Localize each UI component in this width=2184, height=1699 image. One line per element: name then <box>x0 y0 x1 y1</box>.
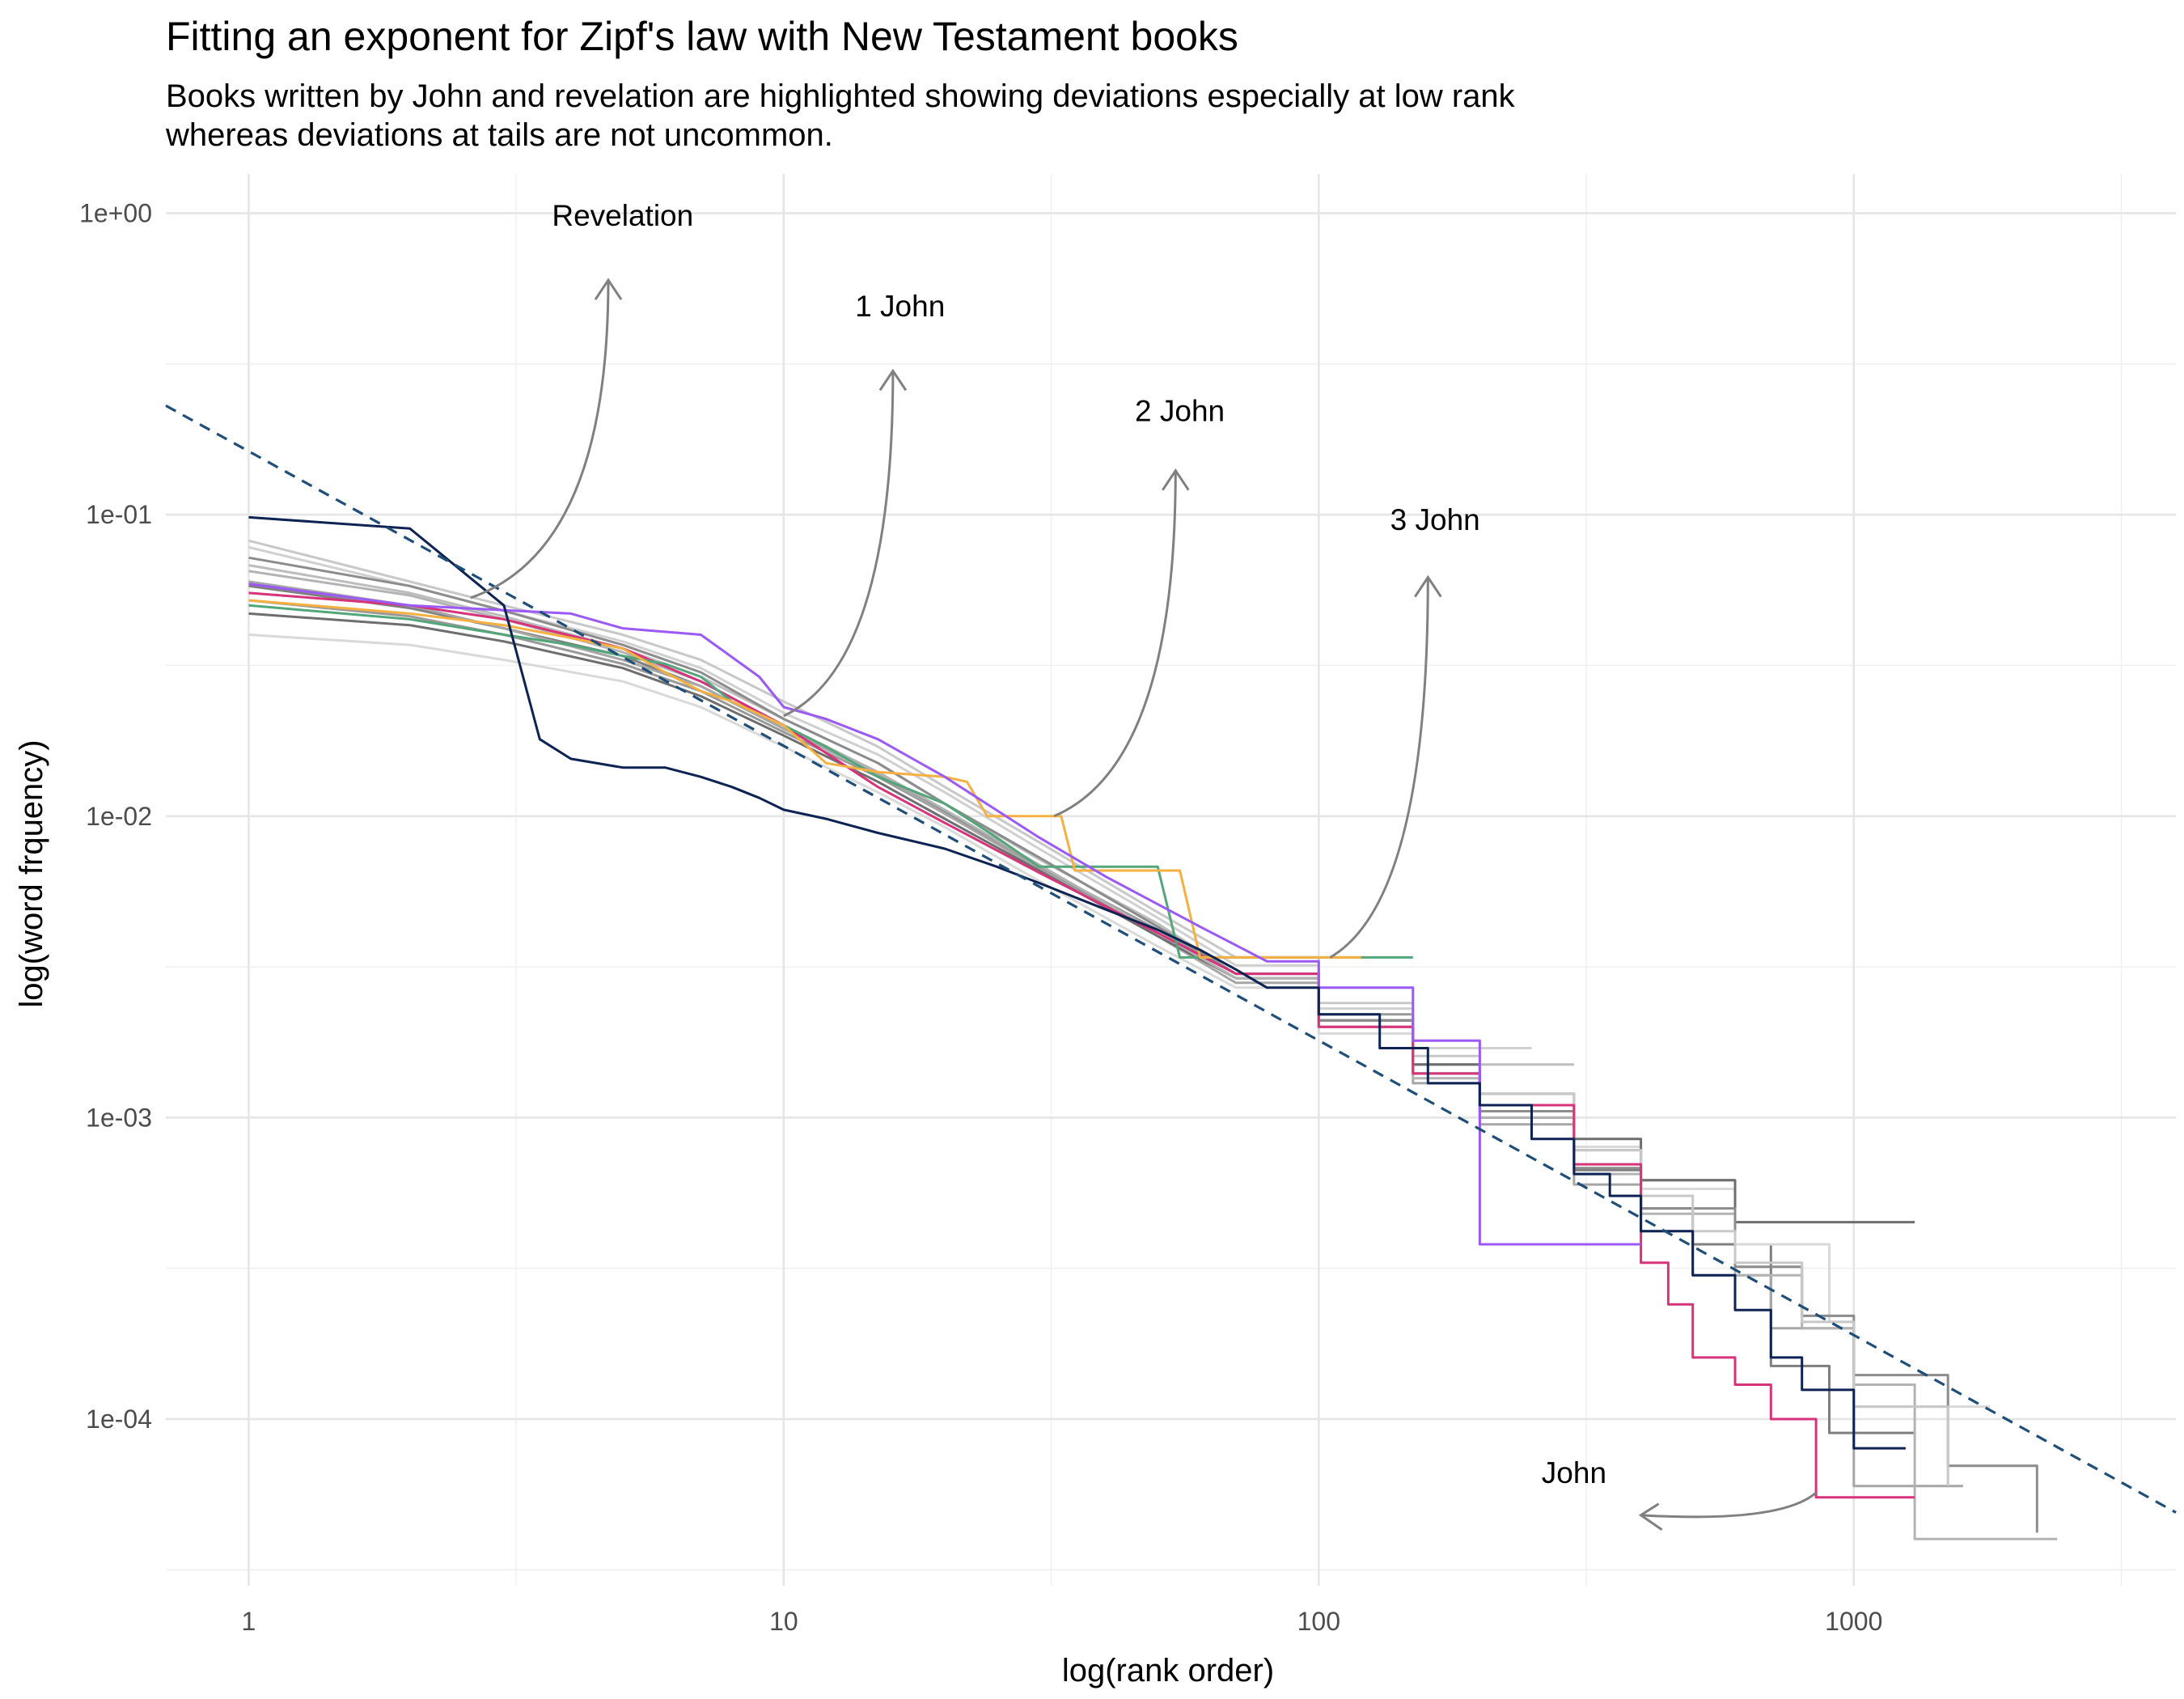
series-line-7 <box>248 570 2058 1540</box>
y-tick-label: 1e+00 <box>79 199 152 228</box>
series-line-10 <box>248 580 1963 1488</box>
annotation-arrow <box>470 280 610 600</box>
annotation-arrow <box>1053 470 1177 818</box>
x-tick-label: 10 <box>769 1607 798 1636</box>
x-tick-label: 1000 <box>1825 1607 1882 1636</box>
x-axis-title: log(rank order) <box>1062 1653 1274 1688</box>
annotation-arrow <box>1640 1491 1818 1519</box>
y-tick-label: 1e-04 <box>86 1405 152 1434</box>
series-line-2 <box>248 599 1361 959</box>
annotation-arrowhead <box>1414 574 1442 598</box>
x-axis-ticks: 1 10 100 1000 <box>242 1607 1883 1636</box>
y-tick-label: 1e-01 <box>86 500 152 529</box>
zipf-fit-line <box>165 404 2177 1514</box>
chart-title: Fitting an exponent for Zipf's law with … <box>166 14 1238 59</box>
chart-subtitle-line-2: whereas deviations at tails are not unco… <box>165 117 833 153</box>
series-line-1 <box>248 583 1641 1246</box>
series-line-6 <box>248 556 2038 1533</box>
annotation-arrowhead <box>594 278 623 301</box>
y-axis-ticks: 1e-04 1e-03 1e-02 1e-01 1e+00 <box>79 199 152 1434</box>
annotation-label: 1 John <box>855 290 945 323</box>
series-line-11 <box>248 564 1574 1066</box>
annotation-label: John <box>1542 1456 1606 1489</box>
annotation-arrowhead <box>878 368 908 392</box>
series-line-4 <box>248 591 1915 1499</box>
annotation-arrowhead <box>1162 468 1190 491</box>
chart-subtitle-line-1: Books written by John and revelation are… <box>166 78 1516 114</box>
y-axis-title: log(word frquency) <box>14 739 49 1007</box>
y-tick-label: 1e-03 <box>86 1103 152 1132</box>
x-tick-label: 100 <box>1297 1607 1340 1636</box>
series-line-14 <box>248 584 1915 1434</box>
annotation-arrowhead <box>1638 1502 1663 1532</box>
annotation-arrow <box>1329 577 1429 959</box>
series-line-0 <box>248 515 1906 1450</box>
annotation-label: 3 John <box>1390 503 1480 536</box>
fit-layer <box>165 404 2177 1514</box>
x-tick-label: 1 <box>242 1607 256 1636</box>
annotation-label: 2 John <box>1135 395 1225 428</box>
series-line-8 <box>248 612 1915 1224</box>
annotation-layer: Revelation 1 John 2 John 3 John John <box>470 199 1818 1532</box>
annotation-label: Revelation <box>552 199 693 232</box>
y-tick-label: 1e-02 <box>86 802 152 831</box>
annotation-arrow <box>783 371 895 718</box>
series-layer <box>248 515 2058 1540</box>
series-line-9 <box>248 633 1991 1409</box>
series-line-3 <box>248 604 1413 959</box>
